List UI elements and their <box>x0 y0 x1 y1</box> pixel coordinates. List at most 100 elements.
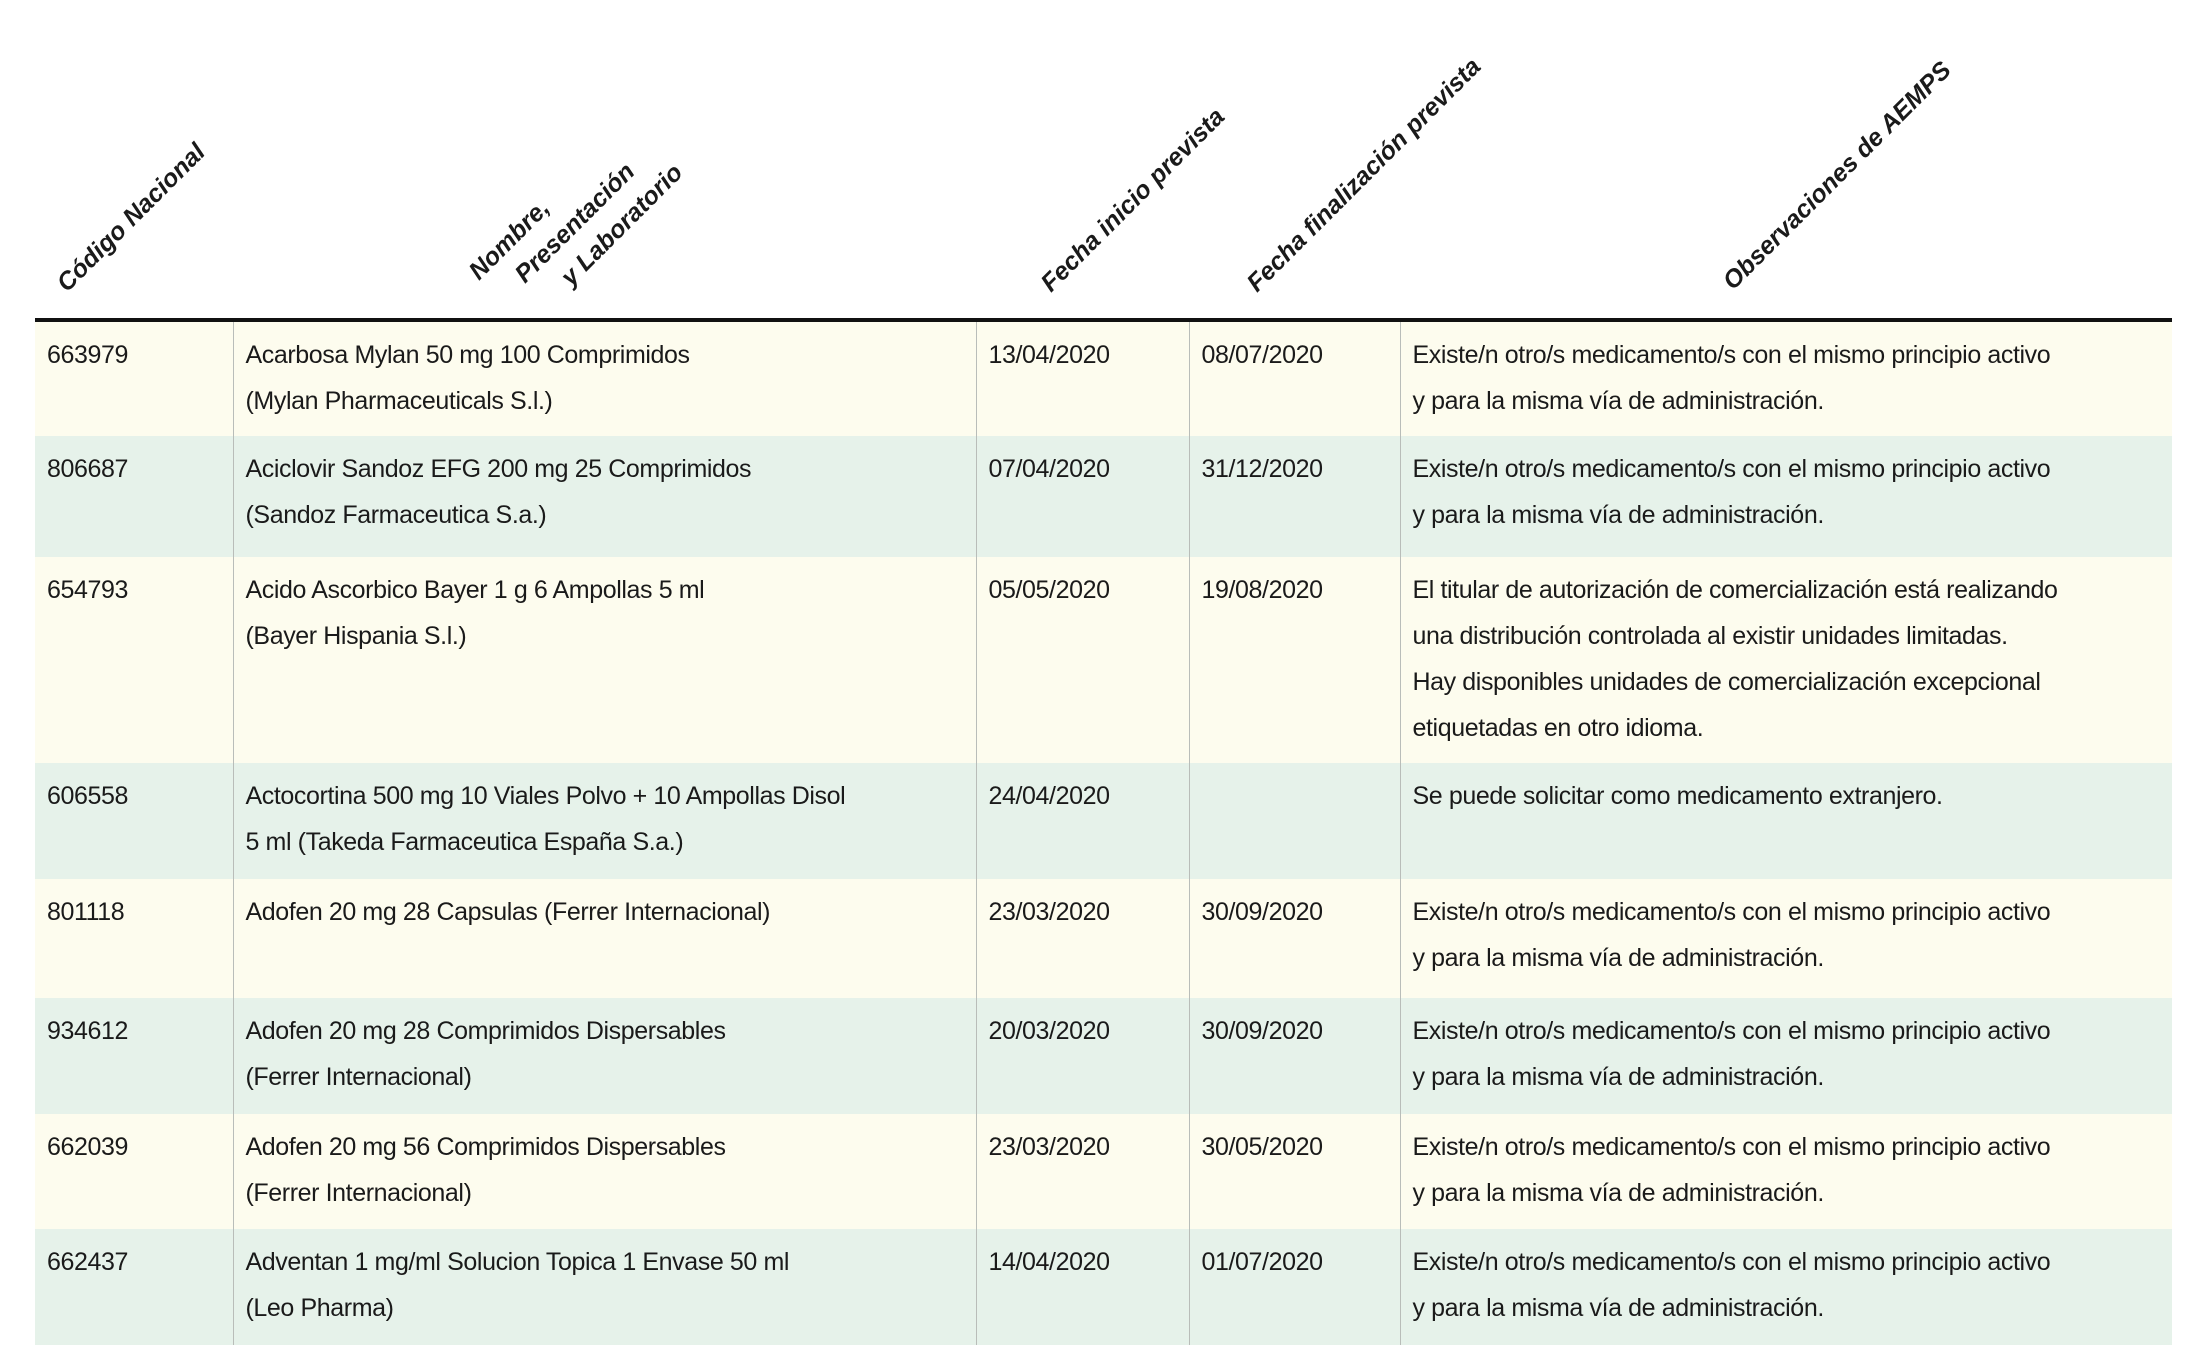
cell-nombre-line: Adofen 20 mg 56 Comprimidos Dispersables <box>245 1133 726 1161</box>
cell-fecha-fin: 30/09/2020 <box>1188 879 1400 998</box>
cell-observaciones-line: y para la misma vía de administración. <box>1412 501 1825 529</box>
cell-observaciones-line: y para la misma vía de administración. <box>1412 1294 1825 1322</box>
cell-observaciones-line: Existe/n otro/s medicamento/s con el mis… <box>1412 341 2051 369</box>
cell-fecha-fin: 08/07/2020 <box>1188 322 1400 436</box>
cell-observaciones-line: y para la misma vía de administración. <box>1412 1063 1825 1091</box>
cell-nombre-line: Adofen 20 mg 28 Capsulas (Ferrer Interna… <box>245 898 771 926</box>
cell-codigo: 654793 <box>35 557 233 763</box>
cell-nombre-line: (Sandoz Farmaceutica S.a.) <box>245 501 547 529</box>
cell-codigo-line: 806687 <box>47 455 129 483</box>
cell-fecha-inicio-line: 24/04/2020 <box>988 782 1111 810</box>
cell-fecha-fin-line: 19/08/2020 <box>1201 576 1324 604</box>
cell-codigo-line: 662039 <box>47 1133 129 1161</box>
cell-nombre-line: Adventan 1 mg/ml Solucion Topica 1 Envas… <box>245 1248 790 1276</box>
cell-observaciones-line: y para la misma vía de administración. <box>1412 387 1825 415</box>
cell-observaciones-line: Existe/n otro/s medicamento/s con el mis… <box>1412 898 2051 926</box>
cell-nombre-line: (Ferrer Internacional) <box>245 1063 472 1091</box>
cell-codigo: 934612 <box>35 998 233 1114</box>
cell-observaciones-line: Existe/n otro/s medicamento/s con el mis… <box>1412 455 2051 483</box>
cell-observaciones: Existe/n otro/s medicamento/s con el mis… <box>1399 1114 2172 1229</box>
cell-fecha-fin: 31/12/2020 <box>1188 436 1400 557</box>
cell-observaciones-line: Existe/n otro/s medicamento/s con el mis… <box>1412 1248 2051 1276</box>
header-codigo-nacional: Código Nacional <box>51 138 211 298</box>
table-row: 662437 Adventan 1 mg/ml Solucion Topica 1… <box>35 1229 2172 1345</box>
cell-observaciones: El titular de autorización de comerciali… <box>1399 557 2172 763</box>
cell-nombre-line: Actocortina 500 mg 10 Viales Polvo + 10 … <box>245 782 846 810</box>
cell-observaciones-line: y para la misma vía de administración. <box>1412 1179 1825 1207</box>
table-row: 663979 Acarbosa Mylan 50 mg 100 Comprimid… <box>35 322 2172 436</box>
cell-nombre: Adventan 1 mg/ml Solucion Topica 1 Envas… <box>232 1229 976 1345</box>
cell-nombre: Actocortina 500 mg 10 Viales Polvo + 10 … <box>232 763 976 879</box>
cell-observaciones-line: Existe/n otro/s medicamento/s con el mis… <box>1412 1017 2051 1045</box>
header-fecha-finalizacion: Fecha finalización prevista <box>1241 52 1487 298</box>
cell-fecha-inicio: 05/05/2020 <box>975 557 1189 763</box>
cell-observaciones: Se puede solicitar como medicamento extr… <box>1399 763 2172 879</box>
cell-nombre-line: 5 ml (Takeda Farmaceutica España S.a.) <box>245 828 684 856</box>
cell-observaciones-line: una distribución controlada al existir u… <box>1412 622 2009 650</box>
cell-nombre: Adofen 20 mg 56 Comprimidos Dispersables… <box>232 1114 976 1229</box>
cell-fecha-fin: 01/07/2020 <box>1188 1229 1400 1345</box>
cell-fecha-inicio-line: 23/03/2020 <box>988 898 1111 926</box>
cell-codigo-line: 801118 <box>47 898 125 926</box>
cell-observaciones: Existe/n otro/s medicamento/s con el mis… <box>1399 879 2172 998</box>
cell-fecha-inicio: 24/04/2020 <box>975 763 1189 879</box>
cell-codigo: 806687 <box>35 436 233 557</box>
cell-nombre: Acido Ascorbico Bayer 1 g 6 Ampollas 5 m… <box>232 557 976 763</box>
cell-fecha-inicio-line: 05/05/2020 <box>988 576 1111 604</box>
cell-fecha-inicio: 23/03/2020 <box>975 1114 1189 1229</box>
cell-nombre: Acarbosa Mylan 50 mg 100 Comprimidos (Myl… <box>232 322 976 436</box>
cell-fecha-fin: 19/08/2020 <box>1188 557 1400 763</box>
cell-fecha-inicio-line: 13/04/2020 <box>988 341 1111 369</box>
cell-nombre-line: (Leo Pharma) <box>245 1294 394 1322</box>
cell-codigo: 663979 <box>35 322 233 436</box>
cell-observaciones: Existe/n otro/s medicamento/s con el mis… <box>1399 322 2172 436</box>
cell-fecha-inicio: 07/04/2020 <box>975 436 1189 557</box>
cell-nombre-line: Acarbosa Mylan 50 mg 100 Comprimidos <box>245 341 691 369</box>
cell-observaciones-line: El titular de autorización de comerciali… <box>1412 576 2058 604</box>
cell-codigo: 801118 <box>35 879 233 998</box>
cell-codigo-line: 654793 <box>47 576 129 604</box>
table-row: 662039 Adofen 20 mg 56 Comprimidos Disper… <box>35 1114 2172 1229</box>
cell-codigo-line: 662437 <box>47 1248 129 1276</box>
cell-fecha-inicio: 13/04/2020 <box>975 322 1189 436</box>
cell-codigo-line: 663979 <box>47 341 129 369</box>
cell-observaciones-line: Existe/n otro/s medicamento/s con el mis… <box>1412 1133 2051 1161</box>
cell-nombre-line: (Bayer Hispania S.l.) <box>245 622 467 650</box>
table-row: 934612 Adofen 20 mg 28 Comprimidos Disper… <box>35 998 2172 1114</box>
cell-observaciones: Existe/n otro/s medicamento/s con el mis… <box>1399 436 2172 557</box>
cell-fecha-fin-line: 01/07/2020 <box>1201 1248 1324 1276</box>
cell-fecha-fin <box>1188 763 1400 879</box>
cell-observaciones: Existe/n otro/s medicamento/s con el mis… <box>1399 998 2172 1114</box>
cell-fecha-fin-line: 31/12/2020 <box>1201 455 1324 483</box>
header-observaciones: Observaciones de AEMPS <box>1717 56 1957 296</box>
cell-fecha-inicio-line: 14/04/2020 <box>988 1248 1111 1276</box>
cell-fecha-inicio-line: 07/04/2020 <box>988 455 1111 483</box>
cell-fecha-fin: 30/05/2020 <box>1188 1114 1400 1229</box>
cell-nombre-line: Acido Ascorbico Bayer 1 g 6 Ampollas 5 m… <box>245 576 705 604</box>
cell-nombre: Adofen 20 mg 28 Capsulas (Ferrer Interna… <box>232 879 976 998</box>
header-divider <box>35 318 2172 322</box>
cell-codigo-line: 606558 <box>47 782 129 810</box>
cell-codigo: 662039 <box>35 1114 233 1229</box>
cell-observaciones-line: etiquetadas en otro idioma. <box>1412 714 1704 742</box>
cell-fecha-fin-line: 30/09/2020 <box>1201 898 1324 926</box>
cell-fecha-fin-line: 08/07/2020 <box>1201 341 1324 369</box>
shortage-table: 663979 Acarbosa Mylan 50 mg 100 Comprimid… <box>35 322 2172 1345</box>
cell-codigo: 606558 <box>35 763 233 879</box>
table-row: 606558 Actocortina 500 mg 10 Viales Polvo… <box>35 763 2172 879</box>
cell-observaciones: Existe/n otro/s medicamento/s con el mis… <box>1399 1229 2172 1345</box>
cell-fecha-inicio-line: 23/03/2020 <box>988 1133 1111 1161</box>
cell-nombre-line: (Ferrer Internacional) <box>245 1179 472 1207</box>
cell-fecha-inicio: 23/03/2020 <box>975 879 1189 998</box>
table-row: 806687 Aciclovir Sandoz EFG 200 mg 25 Com… <box>35 436 2172 557</box>
cell-fecha-fin-line: 30/05/2020 <box>1201 1133 1324 1161</box>
cell-fecha-inicio: 20/03/2020 <box>975 998 1189 1114</box>
cell-nombre-line: Adofen 20 mg 28 Comprimidos Dispersables <box>245 1017 726 1045</box>
cell-codigo-line: 934612 <box>47 1017 129 1045</box>
cell-observaciones-line: y para la misma vía de administración. <box>1412 944 1825 972</box>
cell-observaciones-line: Se puede solicitar como medicamento extr… <box>1412 782 1943 810</box>
cell-fecha-fin: 30/09/2020 <box>1188 998 1400 1114</box>
cell-fecha-inicio: 14/04/2020 <box>975 1229 1189 1345</box>
cell-fecha-inicio-line: 20/03/2020 <box>988 1017 1111 1045</box>
cell-observaciones-line: Hay disponibles unidades de comercializa… <box>1412 668 2041 696</box>
